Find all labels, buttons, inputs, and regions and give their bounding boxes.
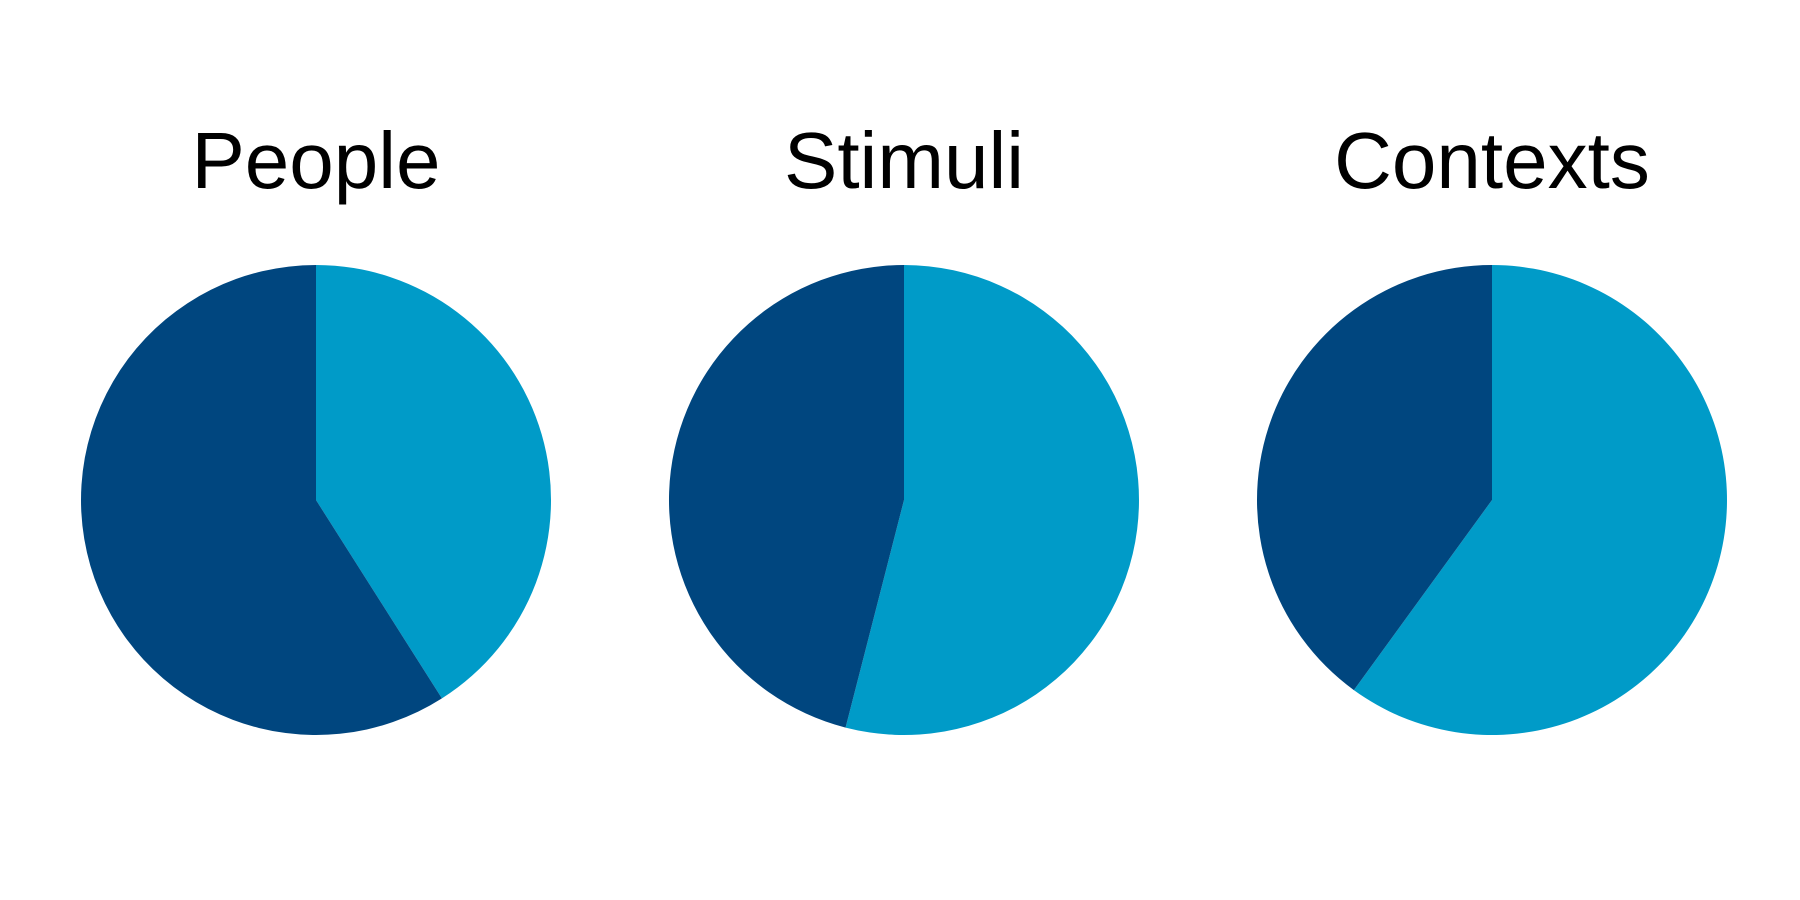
- pie-slice-people-2: [81, 265, 442, 735]
- pie-title-stimuli: Stimuli: [784, 116, 1024, 205]
- pie-slices-stimuli: [668, 265, 1139, 735]
- pie-slice-people-1: [316, 265, 552, 699]
- pie-group-stimuli: Stimuli: [668, 116, 1139, 735]
- pie-slice-stimuli-2: [668, 265, 904, 728]
- pie-group-people: People: [81, 116, 552, 735]
- pie-group-contexts: Contexts: [1256, 116, 1727, 736]
- pie-slice-stimuli-1: [845, 265, 1139, 735]
- pie-slice-contexts-1: [1353, 265, 1727, 736]
- pie-slices-people: [81, 265, 552, 735]
- pie-slice-contexts-2: [1256, 265, 1492, 691]
- pie-slices-contexts: [1256, 265, 1727, 736]
- pie-title-contexts: Contexts: [1334, 116, 1650, 205]
- pie-title-people: People: [191, 116, 440, 205]
